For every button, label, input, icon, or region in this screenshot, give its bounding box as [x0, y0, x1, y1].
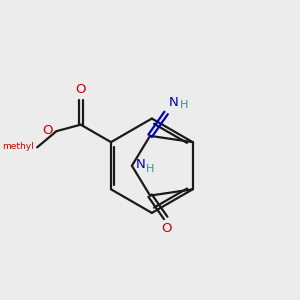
Text: O: O	[76, 83, 86, 96]
Text: N: N	[136, 158, 146, 171]
Text: methyl: methyl	[3, 142, 35, 151]
Text: H: H	[146, 164, 154, 173]
Text: H: H	[179, 100, 188, 110]
Text: N: N	[169, 97, 178, 110]
Text: O: O	[161, 222, 172, 235]
Text: O: O	[42, 124, 53, 136]
